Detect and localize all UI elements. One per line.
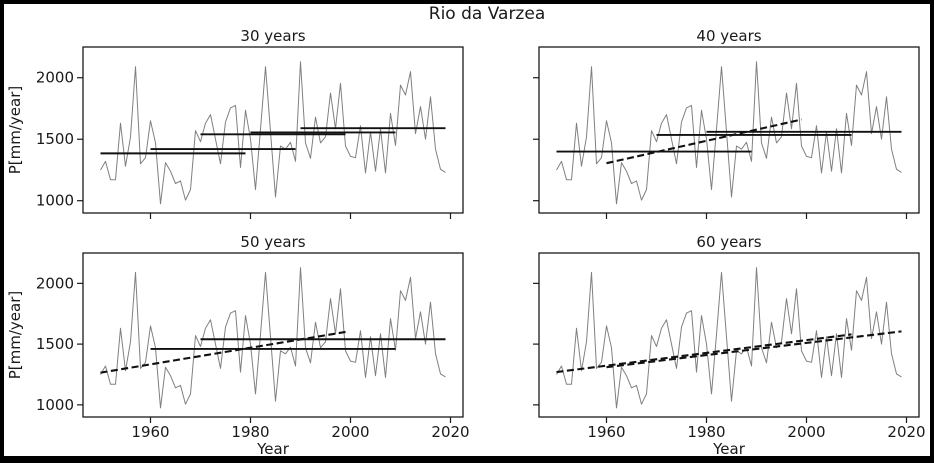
x-tick-label: 1980 — [687, 423, 725, 441]
y-tick-label: 2000 — [36, 69, 74, 87]
y-tick-label: 1000 — [36, 396, 74, 414]
trend-line — [100, 330, 346, 374]
plot-frame — [82, 252, 464, 418]
subplot-title-40-years: 40 years — [696, 27, 762, 45]
plot-frame — [82, 46, 464, 214]
x-tick-label: 2000 — [331, 423, 369, 441]
subplot-title-60-years: 60 years — [696, 233, 762, 251]
x-tick-label: 1980 — [231, 423, 269, 441]
trend-line — [606, 118, 802, 165]
precipitation-series-line — [100, 61, 446, 205]
x-tick-label: 1960 — [131, 423, 169, 441]
x-axis-label-right: Year — [713, 440, 745, 458]
x-tick-label: 2000 — [787, 423, 825, 441]
plot-frame — [538, 252, 920, 418]
plot-frame — [538, 46, 920, 214]
subplot-title-30-years: 30 years — [240, 27, 306, 45]
y-tick-label: 1500 — [36, 130, 74, 148]
x-tick-label: 2020 — [431, 423, 469, 441]
x-axis-label-left: Year — [257, 440, 289, 458]
subplot-title-50-years: 50 years — [240, 233, 306, 251]
x-tick-label: 2020 — [887, 423, 925, 441]
y-tick-label: 1500 — [36, 335, 74, 353]
y-tick-label: 1000 — [36, 192, 74, 210]
trend-line — [606, 330, 902, 369]
x-tick-label: 1960 — [587, 423, 625, 441]
trend-line — [556, 333, 852, 374]
precipitation-series-line — [100, 267, 446, 409]
y-axis-label-row1: P[mm/year] — [6, 85, 24, 175]
precipitation-series-line — [556, 61, 902, 205]
y-axis-label-row2: P[mm/year] — [6, 290, 24, 380]
figure-title: Rio da Varzea — [428, 4, 546, 24]
y-tick-label: 2000 — [36, 274, 74, 292]
precipitation-series-line — [556, 267, 902, 409]
